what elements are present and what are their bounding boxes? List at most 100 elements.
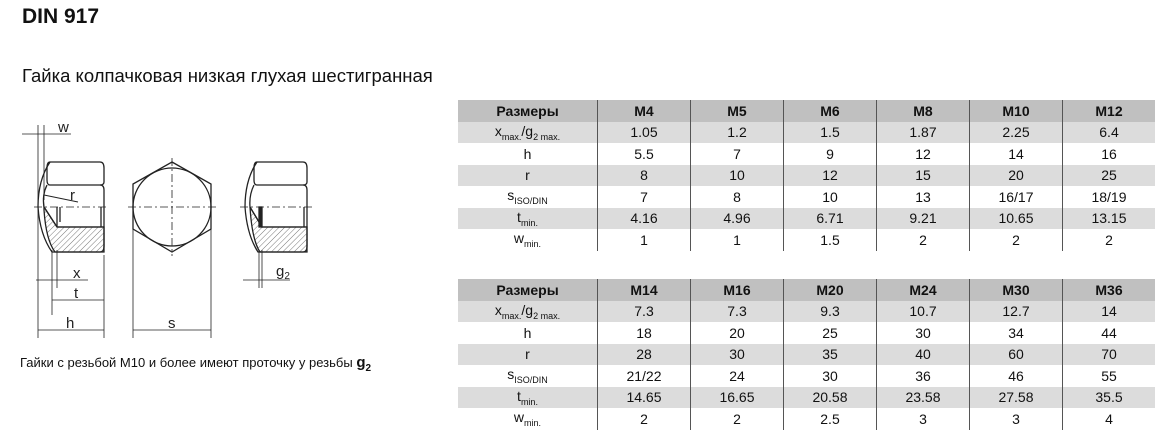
- row-label: sISO/DIN: [458, 186, 598, 208]
- dimensions-table-m4-m12: Размеры M4 M5 M6 M8 M10 M12 xmax./g2 max. 1.05 1.…: [458, 100, 1155, 251]
- table-cell: 10.7: [876, 300, 970, 322]
- table-cell: 8: [597, 164, 691, 186]
- row-label-symbol: x: [494, 301, 502, 318]
- header-size: M8: [876, 100, 970, 122]
- table-cell: 10: [783, 186, 877, 208]
- table-cell: 25: [1062, 164, 1155, 186]
- table-row: sISO/DIN 21/22 24 30 36 46 55: [458, 365, 1155, 387]
- table-cell: 4: [1062, 408, 1155, 430]
- table-cell: 15: [876, 164, 970, 186]
- table-cell: 18: [597, 322, 691, 344]
- top-hex-view: [128, 158, 216, 338]
- table-cell: 1.2: [690, 121, 784, 143]
- page-title: DIN 917: [22, 5, 100, 28]
- dim-label-s: s: [168, 315, 176, 332]
- header-dimensions: Размеры: [458, 279, 598, 301]
- row-label-symbol: w: [513, 409, 525, 426]
- table-cell: 18/19: [1062, 186, 1155, 208]
- dim-label-g2: g2: [276, 263, 290, 282]
- table-row: r 8 10 12 15 20 25: [458, 164, 1155, 186]
- header-size: M12: [1062, 100, 1155, 122]
- table-cell: 30: [690, 343, 784, 365]
- row-label-subscript: ISO/DIN: [514, 375, 548, 386]
- table-cell: 2: [597, 408, 691, 430]
- row-label: wmin.: [458, 229, 598, 251]
- table-cell: 30: [876, 322, 970, 344]
- row-label-subscript: min.: [520, 217, 538, 228]
- table-cell: 2.5: [783, 408, 877, 430]
- table-header-row: Размеры M14 M16 M20 M24 M30 M36: [458, 279, 1155, 301]
- table-row: xmax./g2 max. 7.3 7.3 9.3 10.7 12.7 14: [458, 300, 1155, 322]
- row-label-subscript: max.: [501, 131, 522, 142]
- row-label-subscript: ISO/DIN: [514, 196, 548, 207]
- header-size: M4: [597, 100, 691, 122]
- dim-label-x: x: [73, 265, 81, 282]
- table-row: wmin. 2 2 2.5 3 3 4: [458, 408, 1155, 430]
- table-cell: 55: [1062, 365, 1155, 387]
- table-cell: 30: [783, 365, 877, 387]
- table-cell: 2: [690, 408, 784, 430]
- row-label: xmax./g2 max.: [458, 300, 598, 322]
- table-cell: 12.7: [969, 300, 1063, 322]
- table-cell: 60: [969, 343, 1063, 365]
- table-cell: 2: [876, 229, 970, 251]
- row-label-subscript: 2 max.: [533, 310, 561, 321]
- table-cell: 1.87: [876, 121, 970, 143]
- table-row: xmax./g2 max. 1.05 1.2 1.5 1.87 2.25 6.4: [458, 121, 1155, 143]
- table-cell: 12: [876, 143, 970, 165]
- table-cell: 7.3: [597, 300, 691, 322]
- table-cell: 23.58: [876, 386, 970, 408]
- row-label: r: [458, 164, 598, 186]
- row-label-subscript: 2 max.: [533, 131, 561, 142]
- dim-label-h: h: [66, 315, 74, 332]
- row-label: tmin.: [458, 207, 598, 229]
- table-cell: 14: [969, 143, 1063, 165]
- table-cell: 12: [783, 164, 877, 186]
- table-cell: 14: [1062, 300, 1155, 322]
- row-label: tmin.: [458, 386, 598, 408]
- table-cell: 44: [1062, 322, 1155, 344]
- table-cell: 13: [876, 186, 970, 208]
- table-cell: 35.5: [1062, 386, 1155, 408]
- row-label: h: [458, 143, 598, 165]
- table-cell: 8: [690, 186, 784, 208]
- table-cell: 9.3: [783, 300, 877, 322]
- table-row: h 5.5 7 9 12 14 16: [458, 143, 1155, 165]
- table-cell: 14.65: [597, 386, 691, 408]
- table-cell: 34: [969, 322, 1063, 344]
- row-label: h: [458, 322, 598, 344]
- table-cell: 5.5: [597, 143, 691, 165]
- row-label-symbol: r: [525, 167, 530, 184]
- table-cell: 1.05: [597, 121, 691, 143]
- table-cell: 20: [690, 322, 784, 344]
- table-cell: 28: [597, 343, 691, 365]
- table-cell: 20.58: [783, 386, 877, 408]
- table-cell: 9.21: [876, 207, 970, 229]
- header-size: M10: [969, 100, 1063, 122]
- header-size: M5: [690, 100, 784, 122]
- table-cell: 1: [597, 229, 691, 251]
- table-cell: 10.65: [969, 207, 1063, 229]
- table-cell: 4.96: [690, 207, 784, 229]
- table-cell: 3: [876, 408, 970, 430]
- header-size: M20: [783, 279, 877, 301]
- table-row: tmin. 4.16 4.96 6.71 9.21 10.65 13.15: [458, 207, 1155, 229]
- row-label-symbol: r: [525, 346, 530, 363]
- table-row: r 28 30 35 40 60 70: [458, 343, 1155, 365]
- table-row: h 18 20 25 30 34 44: [458, 322, 1155, 344]
- row-label-symbol: t: [517, 208, 521, 225]
- table-cell: 20: [969, 164, 1063, 186]
- row-label-symbol: x: [494, 122, 502, 139]
- header-size: M36: [1062, 279, 1155, 301]
- row-label-subscript: min.: [524, 239, 542, 250]
- table-cell: 25: [783, 322, 877, 344]
- table-cell: 36: [876, 365, 970, 387]
- table-cell: 16: [1062, 143, 1155, 165]
- row-label-subscript: max.: [501, 310, 522, 321]
- row-label-symbol: h: [523, 145, 532, 162]
- table-cell: 1.5: [783, 121, 877, 143]
- header-dimensions: Размеры: [458, 100, 598, 122]
- row-label-symbol: /g: [521, 122, 534, 139]
- dim-label-r: r: [70, 187, 75, 204]
- row-label-symbol: w: [513, 230, 525, 247]
